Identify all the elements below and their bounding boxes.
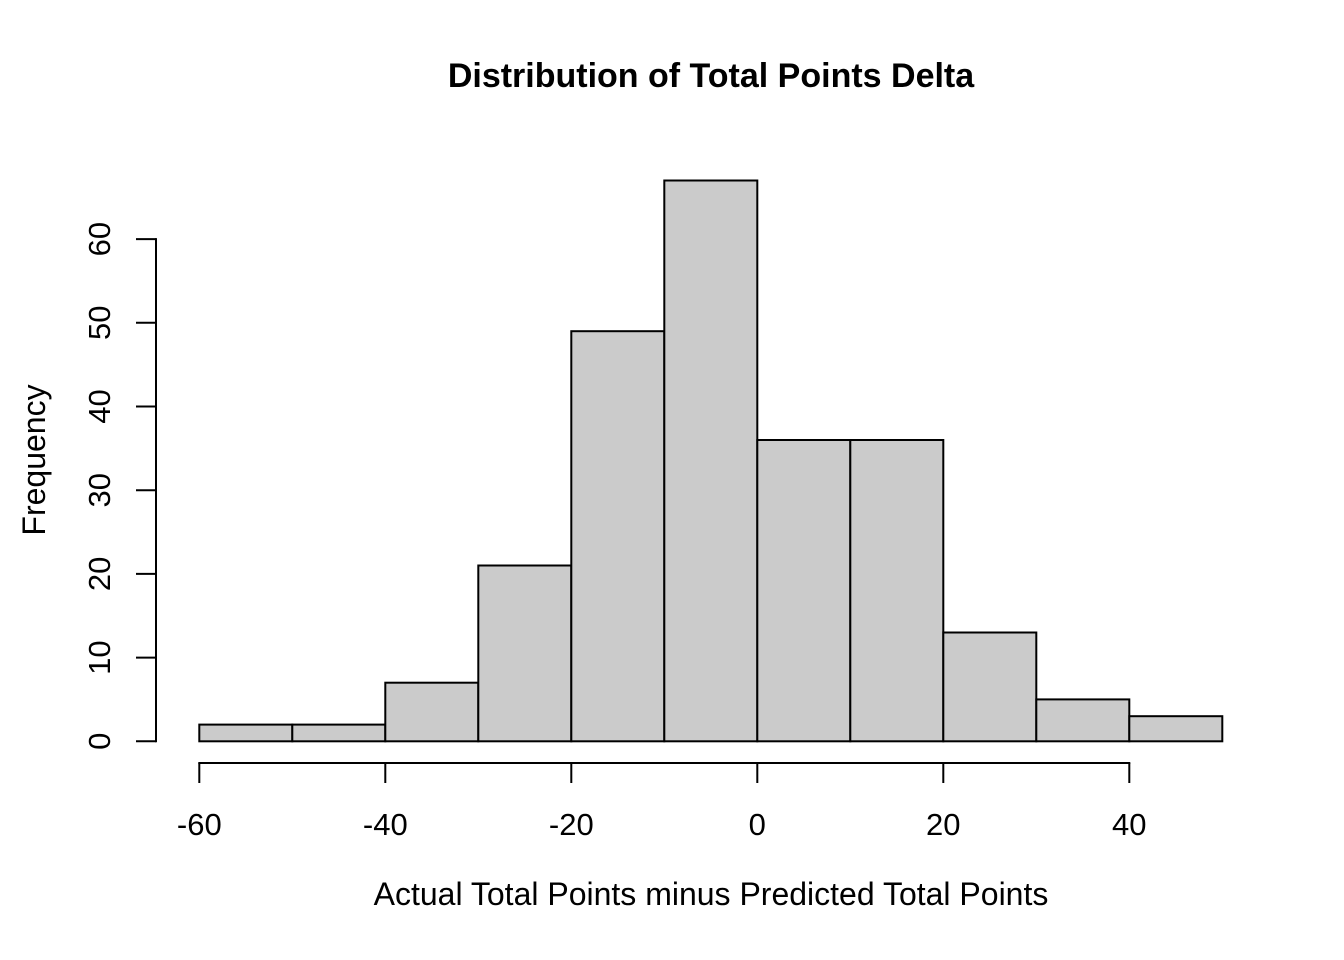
x-axis-label: Actual Total Points minus Predicted Tota…	[373, 876, 1049, 912]
histogram-bar	[291, 723, 387, 743]
x-tick-label: 0	[749, 807, 766, 842]
x-tick-label: 20	[926, 807, 960, 842]
x-tick-label: 40	[1112, 807, 1146, 842]
y-tick-label: 0	[82, 733, 117, 750]
histogram-bar	[198, 723, 294, 743]
x-tick-label: -60	[177, 807, 222, 842]
histogram-bar	[756, 439, 852, 743]
chart-title: Distribution of Total Points Delta	[447, 57, 975, 95]
histogram-bar	[942, 631, 1038, 743]
histogram-bar	[1035, 698, 1131, 743]
histogram-bar	[1128, 715, 1224, 743]
y-tick-label: 60	[82, 222, 117, 256]
x-tick-label: -40	[363, 807, 408, 842]
histogram-bar	[849, 439, 945, 743]
histogram-bar	[477, 564, 573, 743]
histogram-bar	[570, 330, 666, 743]
y-tick-label: 50	[82, 306, 117, 340]
y-axis-label: Frequency	[16, 384, 52, 536]
histogram-bar	[663, 179, 759, 743]
histogram-bar	[384, 681, 480, 743]
y-tick-label: 10	[82, 640, 117, 674]
y-tick-label: 30	[82, 473, 117, 507]
y-tick-label: 40	[82, 389, 117, 423]
x-tick-label: -20	[549, 807, 594, 842]
y-tick-label: 20	[82, 557, 117, 591]
